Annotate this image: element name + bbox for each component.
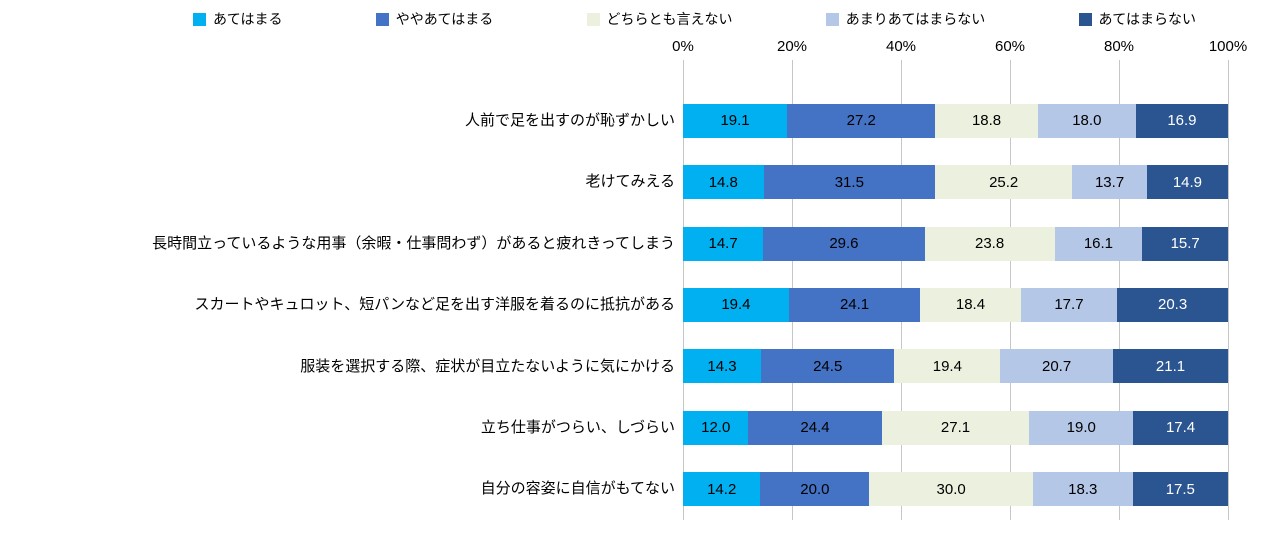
bar-segment: 12.0 xyxy=(683,410,749,445)
bar-segment: 18.3 xyxy=(1032,472,1133,507)
x-axis: 0% 20% 40% 60% 80% 100% xyxy=(672,38,1247,58)
bar-segment: 20.0 xyxy=(760,472,870,507)
stacked-bar: 14.8 31.5 25.2 13.7 14.9 xyxy=(683,165,1228,200)
legend-item: あまりあてはまらない xyxy=(825,11,986,27)
bar-segment: 21.1 xyxy=(1113,349,1229,384)
legend-label: あてはまる xyxy=(213,11,283,27)
x-axis-tick-label: 60% xyxy=(994,38,1026,55)
bar-segment: 24.5 xyxy=(760,349,895,384)
bar-segment: 27.1 xyxy=(881,410,1030,445)
bar-segment: 19.4 xyxy=(894,349,1001,384)
legend: あてはまる ややあてはまる どちらとも言えない あまりあてはまらない あてはまらない xyxy=(193,9,1196,29)
category-label: 人前で足を出すのが恥ずかしい xyxy=(464,111,675,129)
legend-swatch-icon xyxy=(193,12,206,26)
bar-segment: 20.7 xyxy=(1000,349,1114,384)
bar-segment: 27.2 xyxy=(787,103,936,138)
stacked-bar: 19.1 27.2 18.8 18.0 16.9 xyxy=(683,103,1228,138)
legend-swatch-icon xyxy=(375,12,389,26)
legend-swatch-icon xyxy=(1078,12,1092,26)
stacked-bar: 14.2 20.0 30.0 18.3 17.5 xyxy=(683,472,1228,507)
category-label: 服装を選択する際、症状が目立たないように気にかける xyxy=(300,357,675,375)
chart-row: 立ち仕事がつらい、しづらい 12.0 24.4 27.1 19.0 17.4 xyxy=(0,397,1228,458)
category-label: 自分の容姿に自信がもてない xyxy=(480,480,675,498)
stacked-bar: 14.7 29.6 23.8 16.1 15.7 xyxy=(683,226,1228,261)
bar-segment: 18.8 xyxy=(935,103,1038,138)
x-axis-tick-label: 20% xyxy=(776,38,808,55)
chart-row: 服装を選択する際、症状が目立たないように気にかける 14.3 24.5 19.4 20.… xyxy=(0,336,1229,397)
category-label: 立ち仕事がつらい、しづらい xyxy=(480,419,675,437)
legend-swatch-icon xyxy=(825,12,839,26)
bar-segment: 19.0 xyxy=(1029,410,1134,445)
legend-label: ややあてはまる xyxy=(395,11,494,27)
bar-segment: 16.9 xyxy=(1135,103,1228,138)
bar-segment: 20.3 xyxy=(1117,287,1228,322)
chart-row: 長時間立っているような用事（余暇・仕事問わず）があると疲れきってしまう 14.7 2… xyxy=(0,213,1228,274)
chart-rows: 人前で足を出すのが恥ずかしい 19.1 27.2 18.8 18.0 16.9 老けてみえる… xyxy=(0,60,1229,520)
bar-segment: 24.1 xyxy=(788,287,921,322)
legend-item: ややあてはまる xyxy=(375,11,494,27)
bar-segment: 18.0 xyxy=(1037,103,1136,138)
x-axis-tick-label: 0% xyxy=(672,38,694,55)
legend-label: あてはまらない xyxy=(1098,11,1196,27)
bar-segment: 15.7 xyxy=(1142,226,1228,261)
bar-segment: 18.4 xyxy=(920,287,1021,322)
bar-segment: 30.0 xyxy=(869,472,1033,507)
chart-row: スカートやキュロット、短パンなど足を出す洋服を着るのに抵抗がある 19.4 24.1… xyxy=(0,274,1228,335)
bar-segment: 14.8 xyxy=(683,165,764,200)
bar-segment: 31.5 xyxy=(763,165,936,200)
bar-segment: 19.4 xyxy=(683,287,789,322)
x-axis-tick-label: 40% xyxy=(885,38,917,55)
bar-segment: 16.1 xyxy=(1054,226,1143,261)
legend-label: どちらとも言えない xyxy=(606,11,733,27)
bar-segment: 25.2 xyxy=(935,165,1073,200)
bar-segment: 14.2 xyxy=(683,472,761,507)
legend-swatch-icon xyxy=(586,12,600,26)
category-label: スカートやキュロット、短パンなど足を出す洋服を着るのに抵抗がある xyxy=(194,296,675,314)
gridline xyxy=(1227,60,1229,520)
bar-segment: 14.3 xyxy=(683,349,761,384)
bar-segment: 24.4 xyxy=(748,410,882,445)
bar-segment: 14.7 xyxy=(683,226,764,261)
bar-segment: 23.8 xyxy=(924,226,1055,261)
chart-row: 自分の容姿に自信がもてない 14.2 20.0 30.0 18.3 17.5 xyxy=(0,459,1228,520)
bar-segment: 19.1 xyxy=(683,103,788,138)
x-axis-tick-label: 100% xyxy=(1208,38,1248,55)
bar-segment: 29.6 xyxy=(763,226,925,261)
chart-row: 老けてみえる 14.8 31.5 25.2 13.7 14.9 xyxy=(0,151,1228,212)
legend-label: あまりあてはまらない xyxy=(845,11,986,27)
bar-segment: 17.5 xyxy=(1132,472,1228,507)
category-label: 長時間立っているような用事（余暇・仕事問わず）があると疲れきってしまう xyxy=(152,234,675,252)
bar-segment: 17.7 xyxy=(1020,287,1118,322)
bar-segment: 14.9 xyxy=(1146,165,1228,200)
stacked-bar: 14.3 24.5 19.4 20.7 21.1 xyxy=(683,349,1229,384)
legend-item: あてはまる xyxy=(193,12,282,26)
category-label: 老けてみえる xyxy=(585,173,675,191)
legend-item: どちらとも言えない xyxy=(586,11,733,27)
legend-item: あてはまらない xyxy=(1078,11,1196,27)
stacked-bar: 19.4 24.1 18.4 17.7 20.3 xyxy=(683,287,1228,322)
x-axis-tick-label: 80% xyxy=(1103,38,1135,55)
stacked-bar: 12.0 24.4 27.1 19.0 17.4 xyxy=(683,410,1228,445)
bar-segment: 13.7 xyxy=(1072,165,1147,200)
bar-segment: 17.4 xyxy=(1133,410,1228,445)
chart-row: 人前で足を出すのが恥ずかしい 19.1 27.2 18.8 18.0 16.9 xyxy=(0,90,1228,151)
